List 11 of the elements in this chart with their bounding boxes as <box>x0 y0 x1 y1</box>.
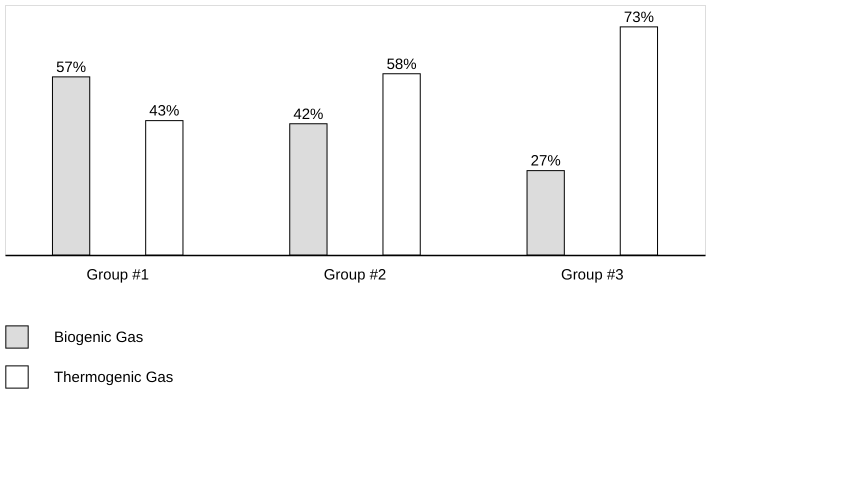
x-tick-label: Group #2 <box>324 266 386 284</box>
data-label: 57% <box>56 58 86 76</box>
x-tick-label: Group #3 <box>561 266 624 284</box>
data-label: 58% <box>386 56 417 73</box>
legend-label: Thermogenic Gas <box>54 369 174 386</box>
data-label: 73% <box>624 8 654 26</box>
data-label: 42% <box>293 106 324 123</box>
x-tick-label: Group #1 <box>86 266 149 284</box>
legend-label: Biogenic Gas <box>54 329 144 346</box>
data-label: 43% <box>149 102 180 120</box>
data-label: 27% <box>530 152 561 170</box>
